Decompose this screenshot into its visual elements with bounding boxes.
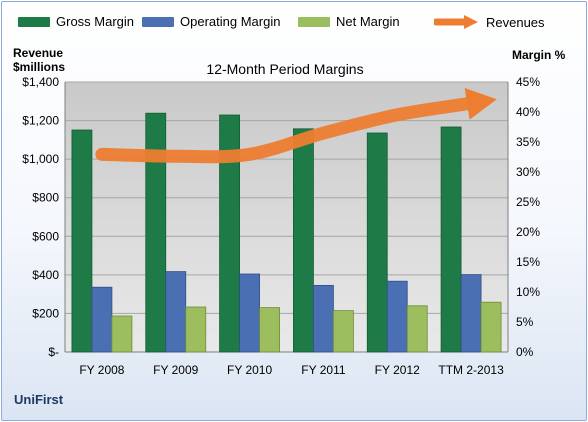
- right-tick-label: 5%: [516, 315, 534, 329]
- plot-area: [65, 82, 508, 352]
- right-tick-label: 15%: [516, 255, 540, 269]
- legend-item-revenues: Revenues: [434, 14, 545, 30]
- legend-label-revenues: Revenues: [486, 14, 545, 30]
- bar-net-margin: [333, 310, 354, 353]
- bar-operating-margin: [460, 274, 482, 353]
- company-label: UniFirst: [14, 392, 64, 407]
- legend: Gross Margin Operating Margin Net Margin…: [0, 14, 588, 34]
- revenue-arrowhead: [464, 88, 497, 120]
- x-tick-label: FY 2010: [227, 363, 272, 377]
- right-tick-label: 30%: [516, 165, 540, 179]
- x-tick-label: FY 2012: [375, 363, 420, 377]
- left-tick-label: $400: [32, 268, 59, 282]
- bar-net-margin: [480, 301, 502, 353]
- right-axis-title: Margin %: [512, 48, 566, 62]
- legend-swatch-revenues: [434, 15, 478, 29]
- left-tick-label: $600: [32, 229, 59, 243]
- right-tick-label: 0%: [516, 345, 534, 359]
- bar-operating-margin: [239, 273, 260, 353]
- left-tick-label: $-: [48, 345, 59, 359]
- bar-operating-margin: [313, 284, 334, 353]
- right-tick-label: 10%: [516, 285, 540, 299]
- revenue-line: [95, 95, 484, 164]
- left-tick-label: $1,200: [22, 114, 59, 128]
- legend-label-operating-margin: Operating Margin: [180, 14, 281, 29]
- left-axis-title: Revenue $millions: [13, 46, 73, 74]
- chart-title: 12-Month Period Margins: [206, 61, 364, 77]
- left-tick-label: $800: [32, 191, 59, 205]
- bar-net-margin: [406, 305, 428, 353]
- bar-operating-margin: [91, 286, 113, 353]
- bar-gross-margin: [145, 112, 167, 353]
- legend-swatch-operating-margin: [142, 16, 174, 27]
- x-tick-label: FY 2011: [301, 363, 346, 377]
- bar-net-margin: [185, 306, 207, 353]
- bar-operating-margin: [386, 280, 408, 353]
- right-tick-label: 35%: [516, 135, 540, 149]
- bar-operating-margin: [165, 271, 187, 353]
- legend-swatch-net-margin: [298, 16, 330, 27]
- x-tick-label: FY 2009: [153, 363, 198, 377]
- legend-label-net-margin: Net Margin: [336, 14, 400, 29]
- right-tick-label: 40%: [516, 105, 540, 119]
- bar-gross-margin: [293, 128, 314, 353]
- bar-net-margin: [259, 307, 280, 353]
- x-tick-label: TTM 2-2013: [438, 363, 504, 377]
- left-axis-title-text: Revenue $millions: [13, 46, 66, 74]
- right-tick-label: 20%: [516, 225, 540, 239]
- legend-item-gross-margin: Gross Margin: [18, 14, 134, 29]
- legend-item-net-margin: Net Margin: [298, 14, 400, 29]
- bar-net-margin: [111, 315, 133, 353]
- legend-label-gross-margin: Gross Margin: [56, 14, 135, 29]
- right-tick-label: 25%: [516, 195, 540, 209]
- x-tick-label: FY 2008: [79, 363, 124, 377]
- bar-gross-margin: [219, 114, 240, 353]
- legend-swatch-gross-margin: [18, 16, 50, 27]
- right-tick-label: 45%: [516, 75, 540, 89]
- bar-gross-margin: [366, 132, 388, 353]
- left-tick-label: $200: [32, 306, 59, 320]
- bar-gross-margin: [71, 129, 93, 353]
- left-tick-label: $1,000: [22, 152, 59, 166]
- bar-gross-margin: [440, 126, 462, 353]
- legend-item-operating-margin: Operating Margin: [142, 14, 280, 29]
- left-tick-label: $1,400: [22, 75, 59, 89]
